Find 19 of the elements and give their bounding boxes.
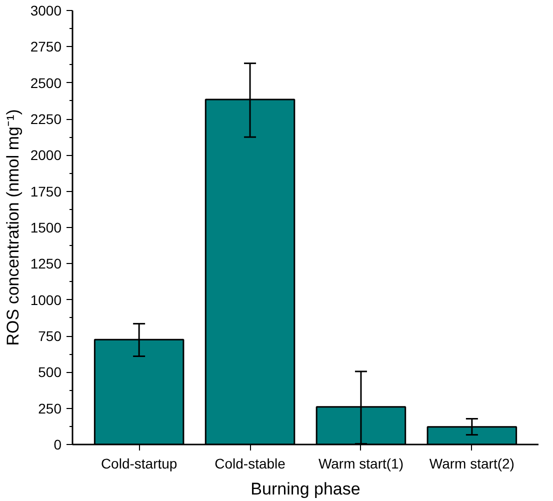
y-tick-label: 500 — [38, 364, 62, 380]
y-tick-label: 2000 — [30, 147, 62, 164]
y-tick-label: 1500 — [30, 220, 62, 236]
x-tick-label: Cold-startup — [100, 456, 178, 472]
y-tick-label: 0 — [54, 436, 62, 452]
x-tick-label: Cold-stable — [214, 456, 286, 472]
y-axis-title: ROS concentration (nmol mg⁻¹) — [3, 109, 22, 346]
y-tick-label: 1750 — [30, 183, 62, 200]
y-tick-label: 3000 — [30, 2, 62, 18]
y-tick-label: 2250 — [30, 111, 62, 127]
x-tick-label: Warm start(1) — [318, 456, 404, 472]
y-tick-label: 250 — [38, 400, 62, 416]
y-tick-label: 1000 — [30, 292, 62, 308]
x-axis-title: Burning phase — [250, 480, 360, 498]
y-tick-label: 2750 — [30, 38, 62, 55]
y-tick-label: 1250 — [30, 256, 62, 272]
y-tick-label: 750 — [38, 328, 62, 344]
x-tick-label: Warm start(2) — [429, 456, 514, 472]
y-tick-label: 2500 — [30, 74, 62, 91]
